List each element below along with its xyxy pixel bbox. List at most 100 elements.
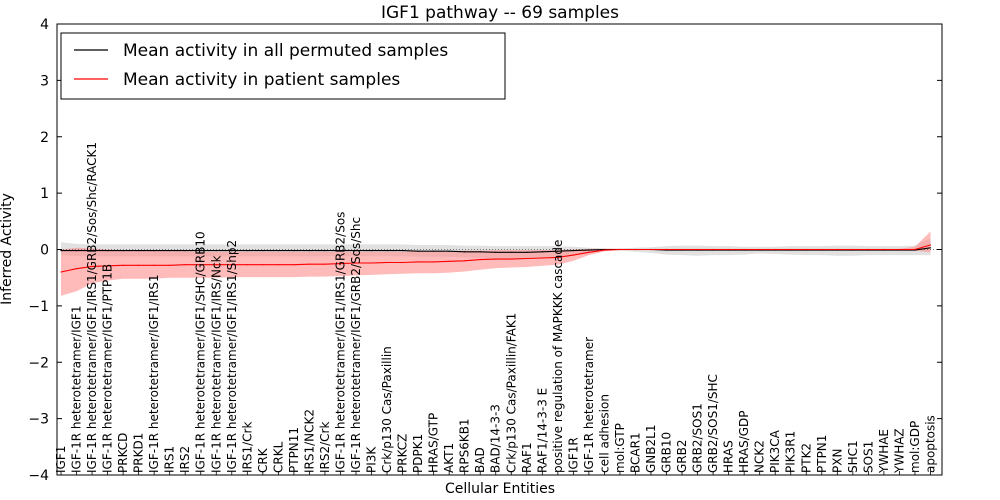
data-point-patient — [743, 248, 745, 251]
data-point-patient — [169, 264, 171, 266]
y-axis-label: Inferred Activity — [0, 193, 15, 305]
x-tick-label: BAD — [473, 447, 487, 473]
data-point-patient — [75, 268, 78, 270]
x-tick-label: HRAS/GTP — [427, 413, 441, 473]
data-point-patient — [557, 256, 559, 258]
data-point-patient — [231, 264, 233, 266]
data-point-permuted — [122, 250, 124, 252]
data-point-patient — [277, 264, 279, 266]
y-tick-label: 2 — [40, 130, 49, 146]
data-point-patient — [293, 264, 295, 266]
data-point-permuted — [60, 250, 62, 252]
data-point-patient — [246, 264, 248, 266]
data-point-permuted — [448, 250, 450, 252]
data-point-patient — [852, 248, 854, 251]
data-point-patient — [914, 248, 916, 251]
data-point-patient — [541, 257, 543, 259]
y-tick-label: −2 — [28, 355, 49, 371]
data-point-patient — [355, 262, 357, 264]
data-point-permuted — [479, 251, 481, 253]
band-patient — [61, 231, 931, 296]
data-point-patient — [324, 263, 326, 265]
data-point-patient — [712, 248, 714, 251]
x-tick-label: PTK2 — [799, 443, 813, 473]
data-point-patient — [696, 248, 699, 251]
data-point-patient — [401, 261, 404, 264]
x-tick-label: PTPN11 — [287, 427, 301, 473]
x-tick-label: PRKD1 — [132, 433, 146, 473]
chart-title: IGF1 pathway -- 69 samples — [381, 3, 619, 23]
x-tick-label: IRS2 — [178, 446, 192, 473]
x-tick-label: PIK3R1 — [784, 431, 798, 473]
data-point-permuted — [433, 250, 435, 252]
x-tick-label: IGF1 — [54, 446, 68, 473]
data-point-permuted — [231, 250, 233, 252]
data-point-patient — [339, 262, 342, 265]
data-point-permuted — [541, 251, 543, 253]
data-point-patient — [386, 261, 388, 264]
x-tick-label: apoptosis — [924, 415, 938, 473]
x-tick-label: BAD/14-3-3 — [489, 404, 503, 473]
data-point-patient — [417, 261, 419, 263]
x-tick-label: RPS6KB1 — [458, 418, 472, 473]
x-tick-label: CRKL — [271, 441, 285, 473]
data-point-patient — [650, 248, 652, 251]
data-point-patient — [790, 248, 792, 251]
data-point-permuted — [153, 250, 155, 252]
x-tick-label: IGF-1R heterotetramer/IGF1/SHC/GRB10 — [194, 231, 208, 473]
x-tick-label: YWHAZ — [892, 428, 906, 474]
x-tick-label: IRS1/NCK2 — [302, 409, 316, 473]
data-point-patient — [898, 248, 901, 251]
x-tick-label: PRKCD — [116, 433, 130, 473]
x-tick-label: GRB2 — [675, 439, 689, 473]
data-point-permuted — [293, 250, 295, 252]
data-point-permuted — [262, 250, 264, 252]
x-tick-label: mol:GTP — [613, 423, 627, 473]
data-point-patient — [728, 248, 730, 251]
data-point-patient — [929, 244, 932, 246]
data-point-patient — [634, 248, 637, 251]
data-point-patient — [122, 264, 124, 266]
data-point-patient — [433, 261, 435, 263]
legend-label-patient: Mean activity in patient samples — [123, 70, 400, 90]
x-tick-label: YWHAE — [877, 429, 891, 474]
x-tick-label: RAF1 — [520, 442, 534, 473]
y-tick-label: 1 — [40, 186, 49, 202]
data-point-patient — [91, 265, 93, 268]
data-point-patient — [836, 248, 838, 251]
data-point-permuted — [557, 250, 559, 252]
data-point-patient — [805, 248, 807, 251]
x-tick-label: Crk/p130 Cas/Paxillin/FAK1 — [504, 313, 518, 473]
data-point-patient — [774, 248, 776, 251]
x-tick-label: IGF-1R heterotetramer/IGF1/IRS1/GRB2/Sos — [334, 212, 348, 473]
data-point-patient — [184, 264, 186, 266]
x-tick-label: IGF-1R heterotetramer/IGF1 — [70, 306, 84, 473]
legend-label-permuted: Mean activity in all permuted samples — [123, 41, 448, 61]
y-tick-label: 0 — [40, 243, 49, 259]
x-tick-label: PDPK1 — [411, 434, 425, 473]
x-tick-label: IGF-1R heterotetramer/IGF1/PTP1B — [101, 264, 115, 473]
data-point-patient — [262, 264, 264, 266]
data-point-permuted — [464, 251, 466, 253]
x-tick-label: NCK2 — [753, 440, 767, 473]
data-point-permuted — [184, 250, 186, 252]
y-tick-label: −3 — [28, 412, 49, 428]
data-point-permuted — [246, 250, 248, 252]
x-tick-label: IGF-1R heterotetramer — [582, 337, 596, 473]
data-point-patient — [883, 248, 885, 251]
data-point-permuted — [929, 247, 932, 249]
y-tick-label: 3 — [40, 73, 49, 89]
data-point-permuted — [401, 250, 404, 252]
x-tick-label: GRB10 — [660, 432, 674, 473]
data-point-patient — [526, 257, 528, 260]
x-tick-label: IRS1/Crk — [240, 422, 254, 473]
x-tick-label: AKT1 — [442, 443, 456, 473]
data-point-patient — [308, 263, 311, 265]
x-tick-label: Crk/p130 Cas/Paxillin — [380, 346, 394, 473]
data-point-patient — [200, 264, 202, 266]
data-point-patient — [510, 258, 512, 260]
data-point-patient — [821, 248, 823, 251]
x-tick-label: PTPN1 — [815, 435, 829, 473]
data-point-permuted — [355, 250, 357, 252]
x-tick-label: GRB2/SOS1/SHC — [706, 374, 720, 473]
